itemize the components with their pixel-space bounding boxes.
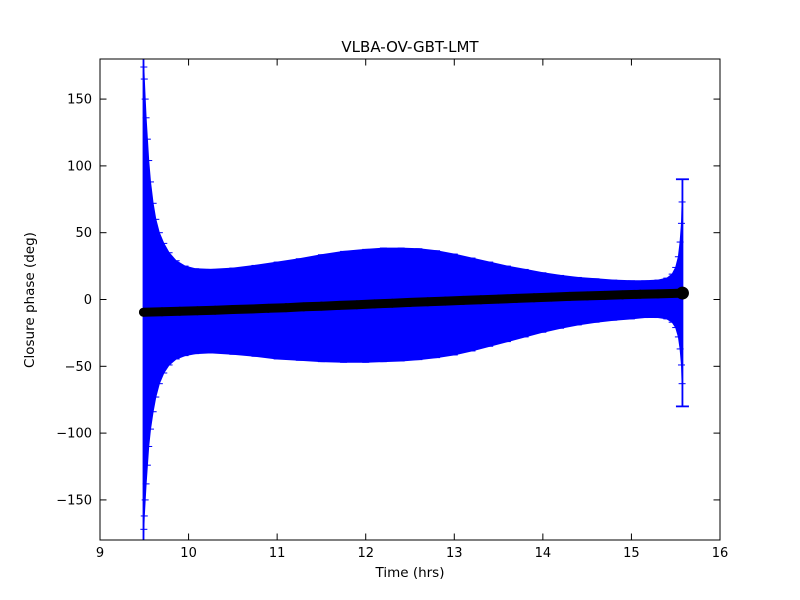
x-axis-label: Time (hrs) (374, 565, 444, 581)
data-point (263, 303, 273, 313)
data-point (316, 301, 326, 311)
x-tick-label: 12 (357, 546, 374, 561)
axes-ticks (99, 59, 721, 540)
data-point (635, 289, 645, 299)
x-tick-label: 11 (269, 546, 286, 561)
data-point (281, 303, 291, 313)
data-point (192, 306, 202, 316)
y-tick-label: 100 (67, 159, 92, 174)
data-point (299, 302, 309, 312)
data-point (653, 289, 663, 299)
data-point (494, 294, 504, 304)
data-point (476, 295, 486, 305)
y-tick-label: 50 (75, 226, 92, 241)
data-point (511, 293, 521, 303)
data-point (157, 307, 167, 317)
data-point (666, 288, 676, 298)
data-point (458, 295, 468, 305)
data-point (352, 300, 362, 310)
data-point (564, 291, 574, 301)
tick-labels: 9 10 11 12 13 14 15 16 −150 −100 −50 0 50 100 150 (56, 93, 728, 561)
data-point (370, 299, 380, 309)
data-point (582, 291, 592, 301)
y-tick-label: −100 (56, 427, 92, 442)
x-tick-label: 14 (535, 546, 552, 561)
y-tick-label: 0 (84, 293, 92, 308)
x-tick-label: 9 (96, 546, 104, 561)
data-point (138, 307, 148, 317)
data-point (440, 296, 450, 306)
data-point-last (675, 286, 689, 300)
data-point (387, 298, 397, 308)
x-tick-label: 10 (180, 546, 197, 561)
chart-title: VLBA-OV-GBT-LMT (341, 38, 479, 56)
x-tick-label: 13 (446, 546, 463, 561)
y-tick-label: −150 (56, 493, 92, 508)
x-tick-label: 16 (712, 546, 729, 561)
data-point (210, 305, 220, 315)
y-tick-label: 150 (67, 93, 92, 108)
data-point (246, 304, 256, 314)
data-point (547, 292, 557, 302)
data-point (228, 305, 238, 315)
data-point (529, 293, 539, 303)
data-point (334, 300, 344, 310)
plot-data-layer (138, 59, 689, 540)
data-point (423, 297, 433, 307)
data-point (175, 306, 185, 316)
data-point (405, 297, 415, 307)
data-point (618, 290, 628, 300)
data-point (600, 290, 610, 300)
y-tick-label: −50 (65, 360, 92, 375)
y-axis-label: Closure phase (deg) (22, 232, 38, 368)
x-tick-label: 15 (623, 546, 640, 561)
